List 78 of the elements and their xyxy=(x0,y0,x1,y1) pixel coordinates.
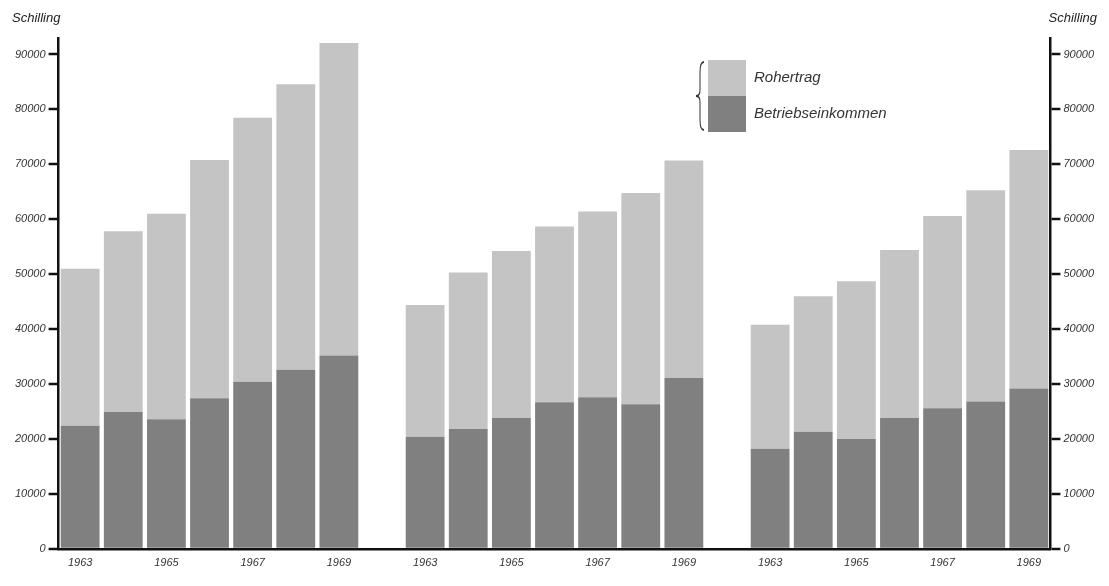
y-tick-label: 60000 xyxy=(14,212,47,225)
x-tick-label: 1967 xyxy=(240,556,266,569)
bar xyxy=(966,190,1006,402)
bar xyxy=(535,226,574,403)
bar xyxy=(319,42,359,356)
bar xyxy=(448,272,488,430)
bar xyxy=(103,231,143,413)
y-tick-label: 70000 xyxy=(14,157,47,170)
bar xyxy=(190,159,229,399)
bar xyxy=(319,355,359,548)
bar xyxy=(880,418,919,548)
bar xyxy=(146,419,186,548)
bar xyxy=(578,397,618,548)
bar xyxy=(1009,388,1049,548)
bar xyxy=(491,418,531,548)
y2-tick-label: 30000 xyxy=(1063,377,1095,390)
bar xyxy=(276,84,316,370)
bar xyxy=(146,213,186,420)
y2-tick-label: 70000 xyxy=(1063,157,1095,170)
x-tick-label: 1963 xyxy=(412,556,439,569)
y-axis-title: Schilling xyxy=(12,10,62,26)
x-tick-label: 1965 xyxy=(154,556,180,569)
bar xyxy=(750,324,790,449)
bar xyxy=(793,431,833,548)
y-tick-label: 0 xyxy=(39,541,47,554)
bar xyxy=(491,251,531,419)
y2-tick-label: 40000 xyxy=(1063,322,1095,335)
y2-tick-label: 10000 xyxy=(1063,486,1095,499)
x-tick-label: 1963 xyxy=(757,556,784,569)
bar xyxy=(535,402,574,548)
bar xyxy=(233,381,273,548)
bar xyxy=(621,192,661,405)
bar xyxy=(448,429,488,548)
y2-tick-label: 50000 xyxy=(1063,267,1095,280)
bar xyxy=(233,117,273,382)
y-tick-label: 10000 xyxy=(14,486,47,499)
y-tick-label: 40000 xyxy=(14,322,47,335)
x-tick-label: 1969 xyxy=(326,556,352,569)
bar xyxy=(880,250,919,419)
x-tick-label: 1969 xyxy=(1016,556,1042,569)
bar xyxy=(103,412,143,548)
y-tick-label: 20000 xyxy=(13,432,47,445)
x-tick-label: 1967 xyxy=(585,556,611,569)
bar xyxy=(923,215,963,409)
legend-label: Betriebseinkommen xyxy=(754,104,887,122)
x-tick-label: 1965 xyxy=(499,556,525,569)
bar xyxy=(750,448,790,548)
bar xyxy=(621,404,661,548)
x-tick-label: 1965 xyxy=(844,556,870,569)
bar xyxy=(664,377,704,548)
y-tick-label: 80000 xyxy=(14,102,47,115)
y2-tick-label: 90000 xyxy=(1063,47,1095,60)
x-tick-label: 1967 xyxy=(930,556,956,569)
bar xyxy=(405,436,445,548)
bar xyxy=(836,438,876,548)
y-tick-label: 90000 xyxy=(14,47,47,60)
bar xyxy=(276,369,316,548)
y-tick-label: 50000 xyxy=(14,267,47,280)
y2-tick-label: 60000 xyxy=(1063,212,1095,225)
bar xyxy=(793,296,833,432)
bar xyxy=(578,211,618,398)
bar xyxy=(60,268,100,426)
bar xyxy=(836,281,876,439)
bar xyxy=(923,408,963,548)
bar xyxy=(1009,150,1049,389)
y2-tick-label: 0 xyxy=(1063,541,1071,554)
bar xyxy=(190,398,229,548)
x-tick-label: 1969 xyxy=(671,556,697,569)
x-tick-label: 1963 xyxy=(67,556,94,569)
legend-label: Rohertrag xyxy=(754,68,822,86)
y-tick-label: 30000 xyxy=(14,377,47,390)
bar xyxy=(966,401,1006,548)
bar xyxy=(60,425,100,548)
bar xyxy=(664,160,704,378)
y2-axis-title: Schilling xyxy=(1048,10,1098,26)
y2-tick-label: 20000 xyxy=(1062,432,1095,445)
bar xyxy=(405,304,445,437)
y2-tick-label: 80000 xyxy=(1063,102,1095,115)
